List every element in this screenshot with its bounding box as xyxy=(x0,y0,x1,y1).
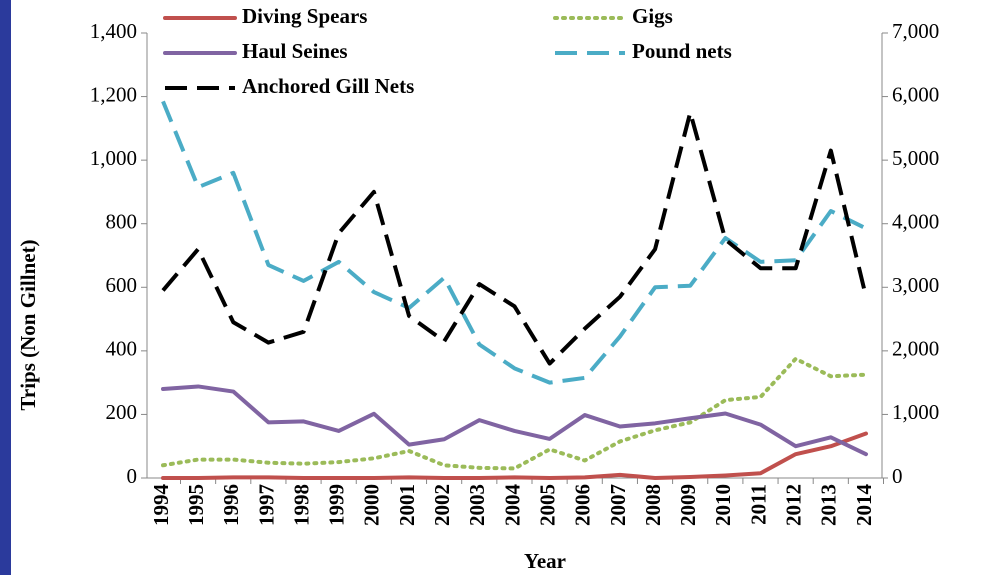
x-tick-label: 2013 xyxy=(817,484,841,526)
y-tick-label: 400 xyxy=(106,337,138,361)
series-line xyxy=(161,384,868,457)
x-tick-label: 2008 xyxy=(641,484,665,526)
y-tick-label: 600 xyxy=(106,273,138,297)
x-tick-label: 2009 xyxy=(676,484,700,526)
x-tick-label: 2011 xyxy=(746,484,770,525)
series-line xyxy=(161,110,868,366)
series-line xyxy=(161,100,867,385)
x-tick-label: 1998 xyxy=(289,484,313,526)
x-tick-label: 2003 xyxy=(465,484,489,526)
y-axis-label: Trips (Non Gillnet) xyxy=(16,239,40,410)
legend-label: Gigs xyxy=(632,4,673,28)
y2-tick-label: 4,000 xyxy=(892,210,939,234)
x-tick-label: 2001 xyxy=(395,484,419,526)
y-tick-label: 1,000 xyxy=(90,146,137,170)
x-axis-label: Year xyxy=(524,549,566,573)
y2-tick-label: 1,000 xyxy=(892,400,939,424)
y-tick-label: 1,200 xyxy=(90,82,137,106)
y2-tick-label: 5,000 xyxy=(892,146,939,170)
legend-label: Pound nets xyxy=(632,39,732,63)
x-tick-label: 1995 xyxy=(184,484,208,526)
y-tick-label: 1,400 xyxy=(90,19,137,43)
y-tick-label: 800 xyxy=(106,210,138,234)
x-tick-label: 1999 xyxy=(325,484,349,526)
series-line xyxy=(161,356,868,471)
x-tick-label: 2002 xyxy=(430,484,454,526)
x-tick-label: 1996 xyxy=(219,484,243,526)
x-tick-label: 2007 xyxy=(606,484,630,526)
y2-tick-label: 3,000 xyxy=(892,273,939,297)
x-tick-label: 1994 xyxy=(149,484,173,527)
y2-tick-label: 6,000 xyxy=(892,82,939,106)
x-tick-label: 2010 xyxy=(711,484,735,526)
legend-label: Haul Seines xyxy=(242,39,348,63)
y-tick-label: 0 xyxy=(127,464,138,488)
y2-tick-label: 2,000 xyxy=(892,337,939,361)
x-tick-label: 2012 xyxy=(782,484,806,526)
legend-label: Diving Spears xyxy=(242,4,367,28)
series-line xyxy=(161,431,868,480)
y2-tick-label: 7,000 xyxy=(892,19,939,43)
x-tick-label: 1997 xyxy=(254,484,278,526)
legend-label: Anchored Gill Nets xyxy=(242,74,414,98)
x-tick-label: 2014 xyxy=(852,484,876,527)
y2-tick-label: 0 xyxy=(892,464,903,488)
window-edge xyxy=(0,0,11,575)
x-tick-label: 2000 xyxy=(360,484,384,526)
x-tick-label: 2004 xyxy=(500,484,524,527)
x-tick-label: 2005 xyxy=(535,484,559,526)
y-tick-label: 200 xyxy=(106,400,138,424)
x-tick-label: 2006 xyxy=(571,484,595,526)
